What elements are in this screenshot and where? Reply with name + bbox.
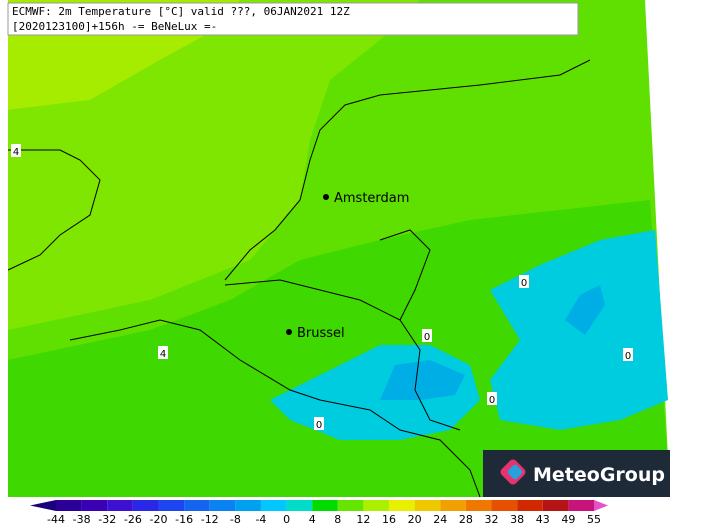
colorbar-cell (568, 500, 594, 511)
colorbar-label: 49 (561, 513, 575, 525)
logo-text: MeteoGroup (533, 464, 665, 486)
colorbar-label: -12 (201, 513, 219, 525)
colorbar-label: 24 (433, 513, 447, 525)
colorbar-label: 20 (408, 513, 422, 525)
colorbar-label: 8 (334, 513, 341, 525)
logo-icon (507, 464, 523, 480)
colorbar-cell (312, 500, 338, 511)
city-label: Brussel (297, 326, 345, 341)
header-line: ECMWF: 2m Temperature [°C] valid ???, 06… (12, 5, 350, 18)
colorbar-cell (209, 500, 236, 511)
colorbar-label: -38 (73, 513, 91, 525)
contour-label: 0 (316, 420, 322, 431)
colorbar-cell (363, 500, 390, 511)
colorbar-cell (260, 500, 287, 511)
colorbar-label: 12 (356, 513, 370, 525)
colorbar-cell (235, 500, 261, 511)
colorbar-label: 28 (459, 513, 473, 525)
colorbar-label: 16 (382, 513, 396, 525)
colorbar-cell (414, 500, 441, 511)
border (69, 319, 481, 498)
colorbar-cell (132, 500, 159, 511)
header-box (7, 2, 579, 36)
colorbar-label: -44 (47, 513, 65, 525)
colorbar-label: -4 (255, 513, 266, 525)
colorbar-cell (107, 500, 133, 511)
contour-label-box (623, 348, 633, 361)
city-dot (323, 194, 329, 200)
contour-labels: 4 4 0 0 0 0 0 (11, 144, 633, 431)
city-label: Amsterdam (334, 191, 409, 206)
contour-label: 0 (625, 351, 631, 362)
contour-label: 0 (489, 395, 495, 406)
border (379, 229, 431, 321)
colorbar-cell (517, 500, 543, 511)
contour-label-box (487, 392, 497, 405)
colorbar-cell (337, 500, 364, 511)
contour-label: 4 (13, 147, 19, 158)
colorbar-cell (158, 500, 185, 511)
city-dot (286, 329, 292, 335)
contour-label-box (422, 329, 432, 342)
colorbar-label: -8 (230, 513, 241, 525)
colorbar-cell (440, 500, 466, 511)
contour-label: 4 (160, 349, 166, 360)
colorbar-cell (389, 500, 415, 511)
colder-region (565, 285, 605, 335)
colorbar-cell (465, 500, 492, 511)
contour-label: 0 (521, 278, 527, 289)
colorbar-label: -26 (124, 513, 142, 525)
colorbar-cell (594, 500, 608, 511)
colorbar-label: 38 (510, 513, 524, 525)
colorbar-label: 4 (309, 513, 316, 525)
contour-label-box (11, 144, 21, 157)
contour-label-box (158, 346, 168, 359)
contour-label: 0 (424, 332, 430, 343)
colorbar-label: -16 (175, 513, 193, 525)
header-line: [2020123100]+156h -= BeNeLux =- (12, 20, 217, 33)
colorbar-cell (542, 500, 569, 511)
mild-region (8, 0, 420, 330)
colorbar-cell (491, 500, 518, 511)
colorbar-label: -20 (149, 513, 167, 525)
colorbar-label: -32 (98, 513, 116, 525)
colorbar-label: 55 (587, 513, 601, 525)
coastline (7, 149, 101, 271)
colorbar-cell (286, 500, 313, 511)
contour-label-box (519, 275, 529, 288)
colorbar-label: 0 (283, 513, 290, 525)
colorbar-cell (81, 500, 108, 511)
colorbar-label: 32 (485, 513, 499, 525)
colorbar: -44 -38 -32 -26 -20 -16 -12 -8 -4 0 4 8 12 16 20 24 28 32… (30, 500, 608, 525)
colorbar-cell (30, 500, 56, 511)
cool-region (8, 200, 670, 497)
colorbar-cell (56, 500, 82, 511)
contour-label-box (314, 417, 324, 430)
colorbar-cell (184, 500, 210, 511)
colder-region (380, 360, 465, 400)
colorbar-label: 43 (536, 513, 550, 525)
map (7, 0, 670, 498)
coastline (224, 59, 591, 281)
